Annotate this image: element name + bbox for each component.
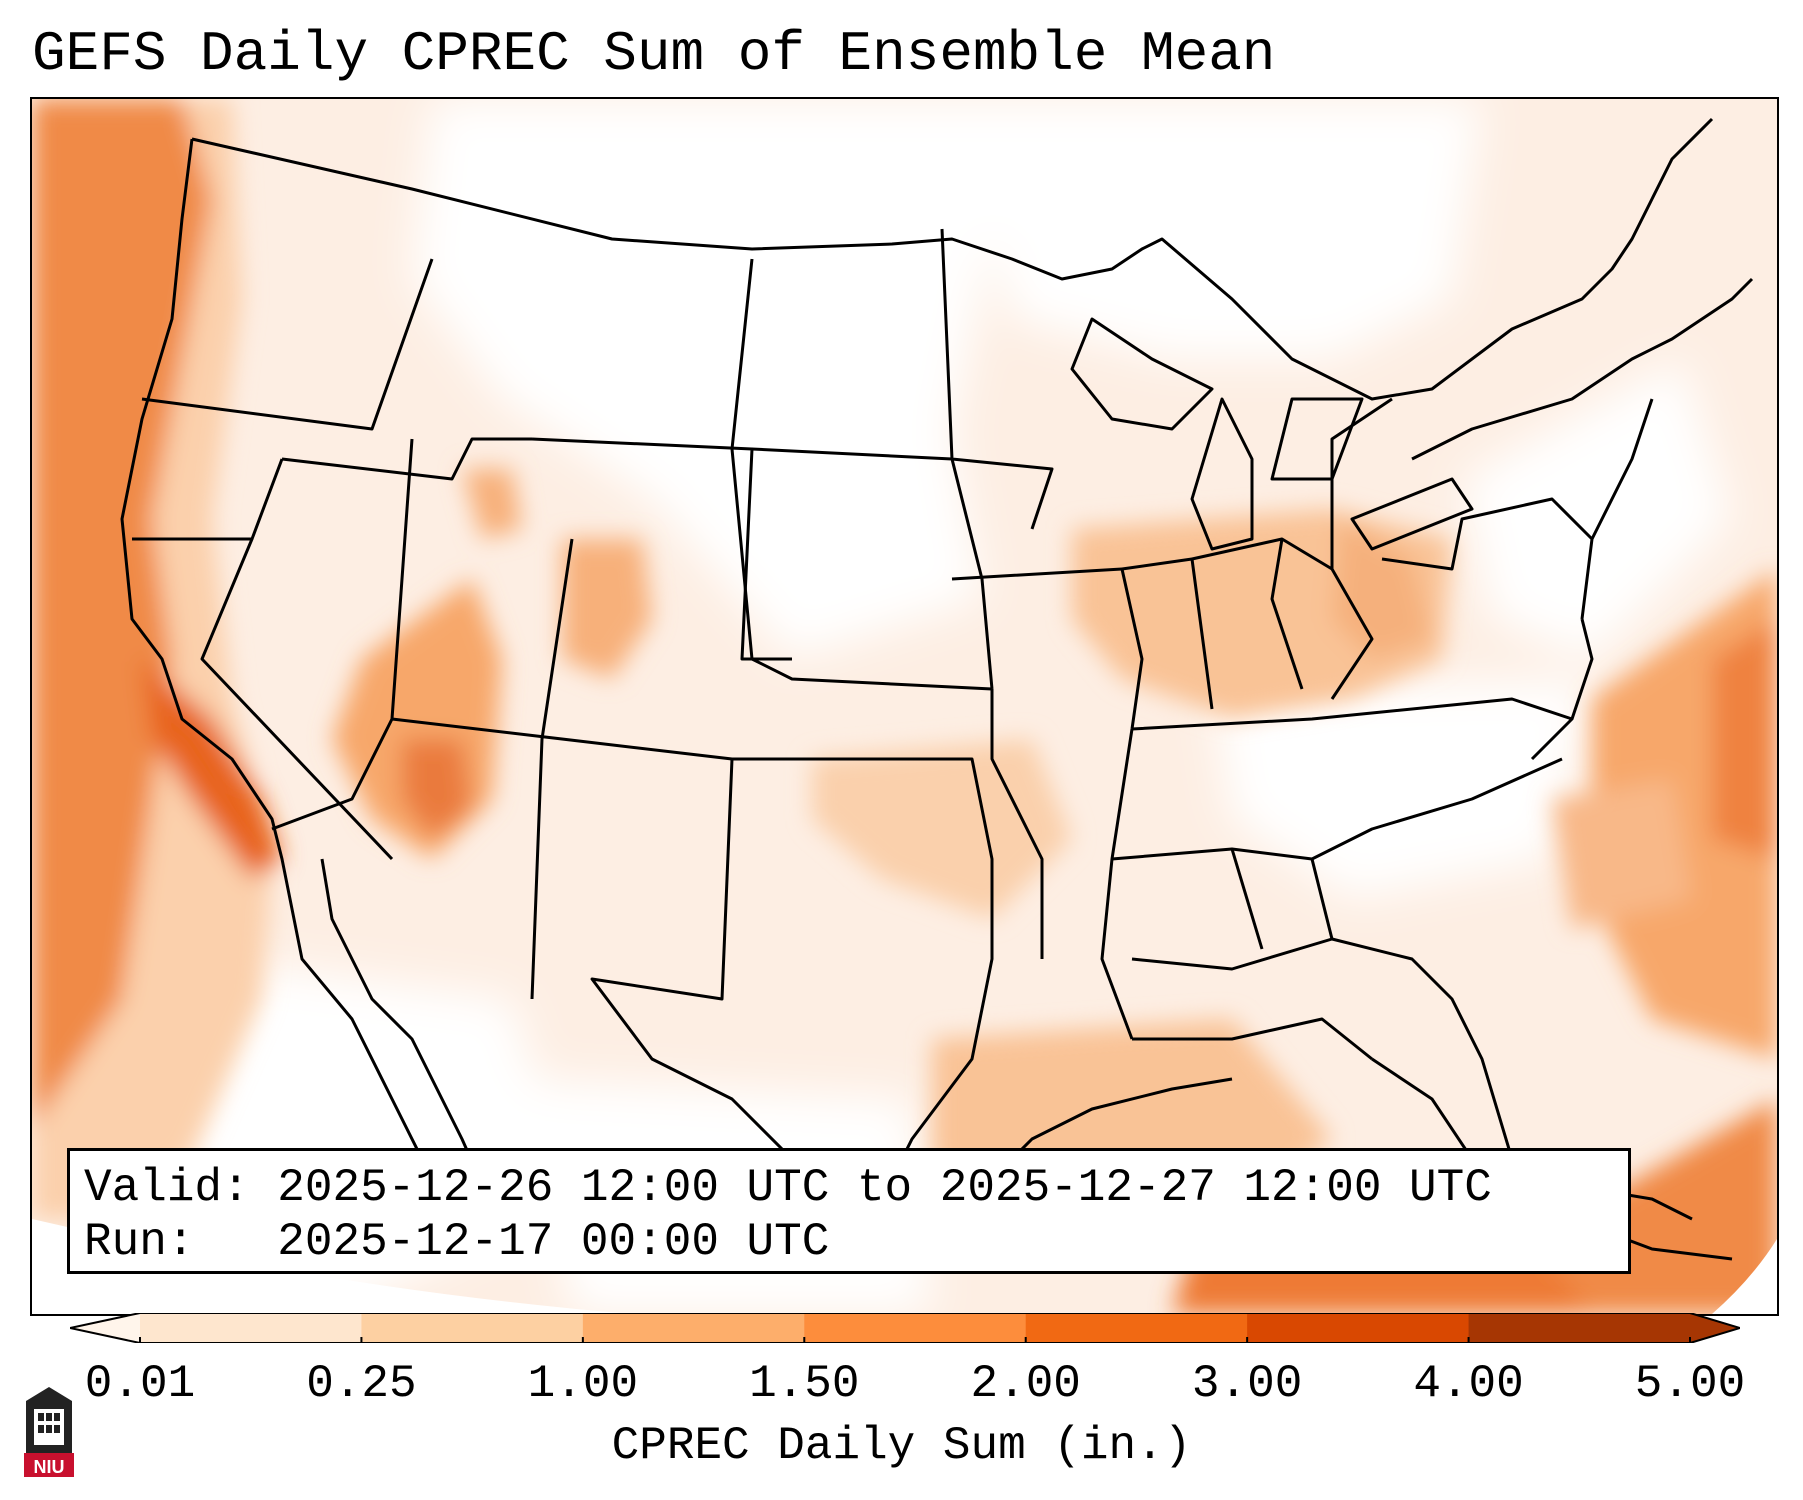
- colorbar-segment: [1468, 1313, 1691, 1343]
- colorbar: [70, 1313, 1740, 1343]
- colorbar-tick-label: 0.01: [84, 1358, 196, 1410]
- colorbar-tick-label: 0.25: [306, 1358, 417, 1410]
- niu-logo-text: NIU: [34, 1457, 65, 1477]
- colorbar-tick-label: 1.50: [749, 1358, 860, 1410]
- niu-logo-icon: NIU: [24, 1387, 74, 1477]
- colorbar-segment: [140, 1313, 362, 1343]
- colorbar-tick-label: 1.00: [527, 1358, 639, 1410]
- colorbar-label: CPREC Daily Sum (in.): [611, 1420, 1192, 1472]
- colorbar-segment: [361, 1313, 584, 1343]
- colorbar-tick-label: 3.00: [1191, 1358, 1303, 1410]
- run-label: Run:: [84, 1216, 195, 1268]
- colorbar-segment: [804, 1313, 1027, 1343]
- colorbar-extend-low: [70, 1313, 140, 1343]
- colorbar-segment: [582, 1313, 805, 1343]
- colorbar-tick-label: 5.00: [1634, 1358, 1746, 1410]
- valid-label: Valid:: [84, 1162, 250, 1214]
- colorbar-segment: [1247, 1313, 1470, 1343]
- run-value: 2025-12-17 00:00 UTC: [277, 1216, 830, 1268]
- valid-value: 2025-12-26 12:00 UTC to 2025-12-27 12:00…: [277, 1162, 1492, 1214]
- colorbar-tick-label: 4.00: [1413, 1358, 1524, 1410]
- map-title: GEFS Daily CPREC Sum of Ensemble Mean: [32, 22, 1276, 86]
- colorbar-tick-label: 2.00: [970, 1358, 1081, 1410]
- map-panel: [30, 97, 1779, 1316]
- valid-run-box: Valid: 2025-12-26 12:00 UTC to 2025-12-2…: [67, 1148, 1631, 1274]
- projection-edge: [32, 1219, 632, 1314]
- colorbar-segment: [1025, 1313, 1248, 1343]
- precip-map: [32, 99, 1777, 1314]
- colorbar-extend-high: [1690, 1313, 1740, 1343]
